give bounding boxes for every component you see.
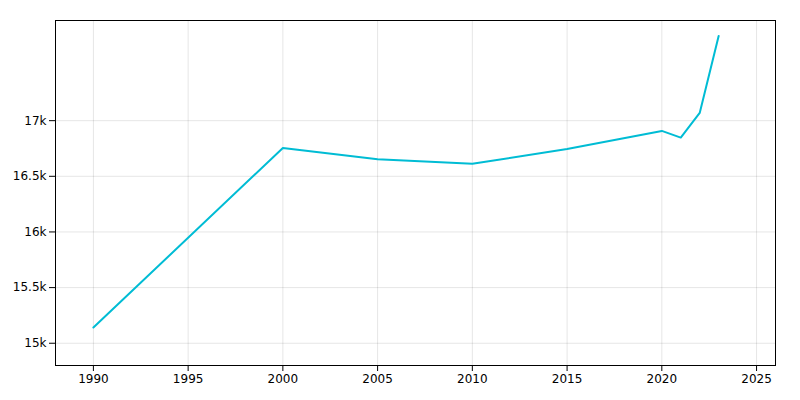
svg-text:15k: 15k: [24, 336, 46, 350]
svg-text:2015: 2015: [552, 372, 583, 386]
svg-text:16.5k: 16.5k: [13, 169, 47, 183]
svg-text:2025: 2025: [741, 372, 772, 386]
svg-text:16k: 16k: [24, 225, 46, 239]
svg-text:2020: 2020: [647, 372, 678, 386]
svg-text:2005: 2005: [362, 372, 393, 386]
svg-text:1990: 1990: [78, 372, 109, 386]
svg-text:17k: 17k: [24, 114, 46, 128]
svg-text:15.5k: 15.5k: [13, 280, 47, 294]
svg-text:1995: 1995: [173, 372, 204, 386]
svg-text:2010: 2010: [457, 372, 488, 386]
svg-text:2000: 2000: [268, 372, 299, 386]
